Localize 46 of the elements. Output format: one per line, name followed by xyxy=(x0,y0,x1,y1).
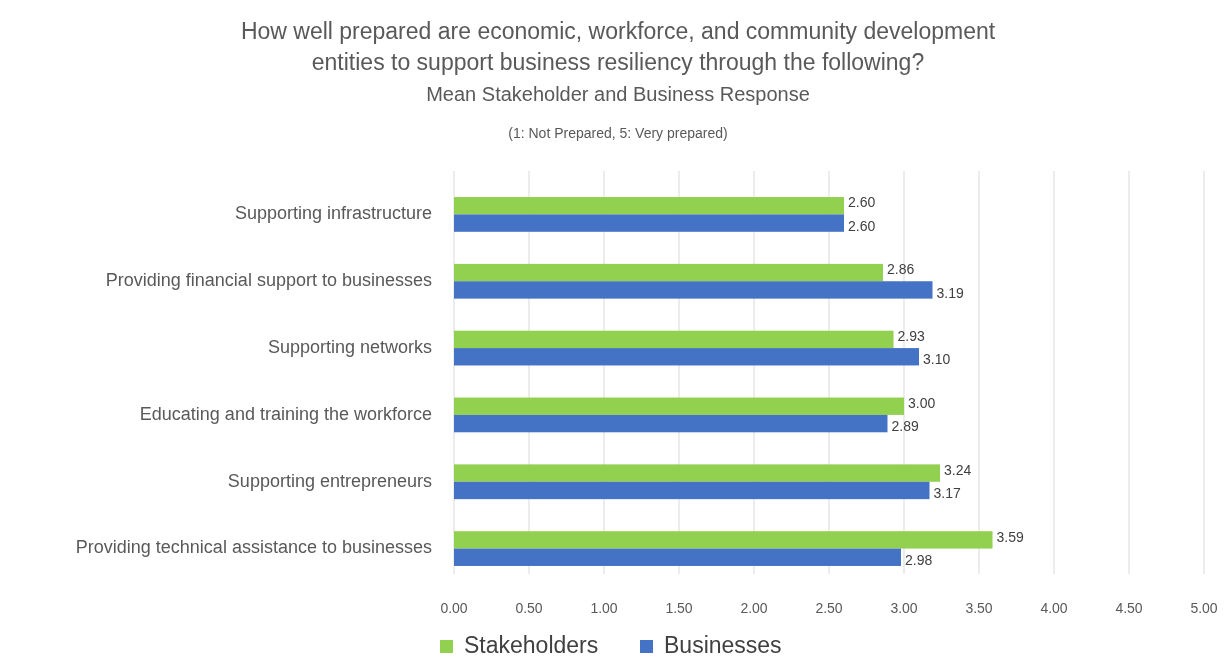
bar xyxy=(454,481,930,500)
y-tick-label: Supporting networks xyxy=(267,336,432,357)
data-label: 3.00 xyxy=(908,394,936,411)
x-tick-label: 1.50 xyxy=(665,599,693,616)
x-tick-label: 3.00 xyxy=(890,599,918,616)
x-tick-label: 2.00 xyxy=(740,599,768,616)
bar xyxy=(454,548,901,566)
x-tick-label: 0.50 xyxy=(515,599,543,616)
x-tick-label: 4.00 xyxy=(1040,599,1068,616)
data-label: 2.93 xyxy=(897,328,925,345)
legend-label: Stakeholders xyxy=(464,632,599,659)
data-label: 3.17 xyxy=(933,485,961,502)
x-tick-label: 2.50 xyxy=(815,599,843,616)
data-label: 2.89 xyxy=(891,418,919,435)
x-tick-label: 0.00 xyxy=(440,599,468,616)
data-label: 2.60 xyxy=(848,194,876,211)
bar xyxy=(454,197,844,215)
x-tick-label: 5.00 xyxy=(1190,599,1218,616)
bar xyxy=(454,263,883,282)
data-label: 2.60 xyxy=(848,217,876,234)
bar xyxy=(454,531,993,549)
y-tick-label: Educating and training the workforce xyxy=(139,403,432,424)
chart-subtitle: Mean Stakeholder and Business Response xyxy=(426,83,810,105)
chart-title: How well prepared are economic, workforce, and community development entities to support business resiliency through the following? xyxy=(240,18,996,75)
x-tick-label: 4.50 xyxy=(1115,599,1143,616)
y-tick-label: Providing financial support to businesses xyxy=(105,270,432,290)
x-tick-label: 3.50 xyxy=(965,599,993,616)
bar xyxy=(454,414,888,433)
text: (1: Not Prepared, 5: Very prepared) xyxy=(508,125,728,141)
y-tick-label: Supporting entrepreneurs xyxy=(227,470,432,491)
y-tick-label: Providing technical assistance to businesses xyxy=(75,537,432,558)
data-label: 3.59 xyxy=(996,528,1024,545)
bar xyxy=(454,214,844,232)
data-label: 2.86 xyxy=(887,261,915,278)
x-tick-label: 1.00 xyxy=(590,599,618,616)
data-label: 3.10 xyxy=(923,351,951,368)
data-label: 3.24 xyxy=(944,461,972,478)
data-label: 2.98 xyxy=(905,551,933,568)
bar xyxy=(454,330,894,349)
data-label: 3.19 xyxy=(936,284,964,301)
bar xyxy=(454,464,940,482)
bar xyxy=(454,397,904,415)
legend-label: Businesses xyxy=(664,632,782,659)
y-tick-label: Supporting infrastructure xyxy=(234,203,432,224)
bar xyxy=(454,348,919,366)
bar xyxy=(454,281,933,299)
